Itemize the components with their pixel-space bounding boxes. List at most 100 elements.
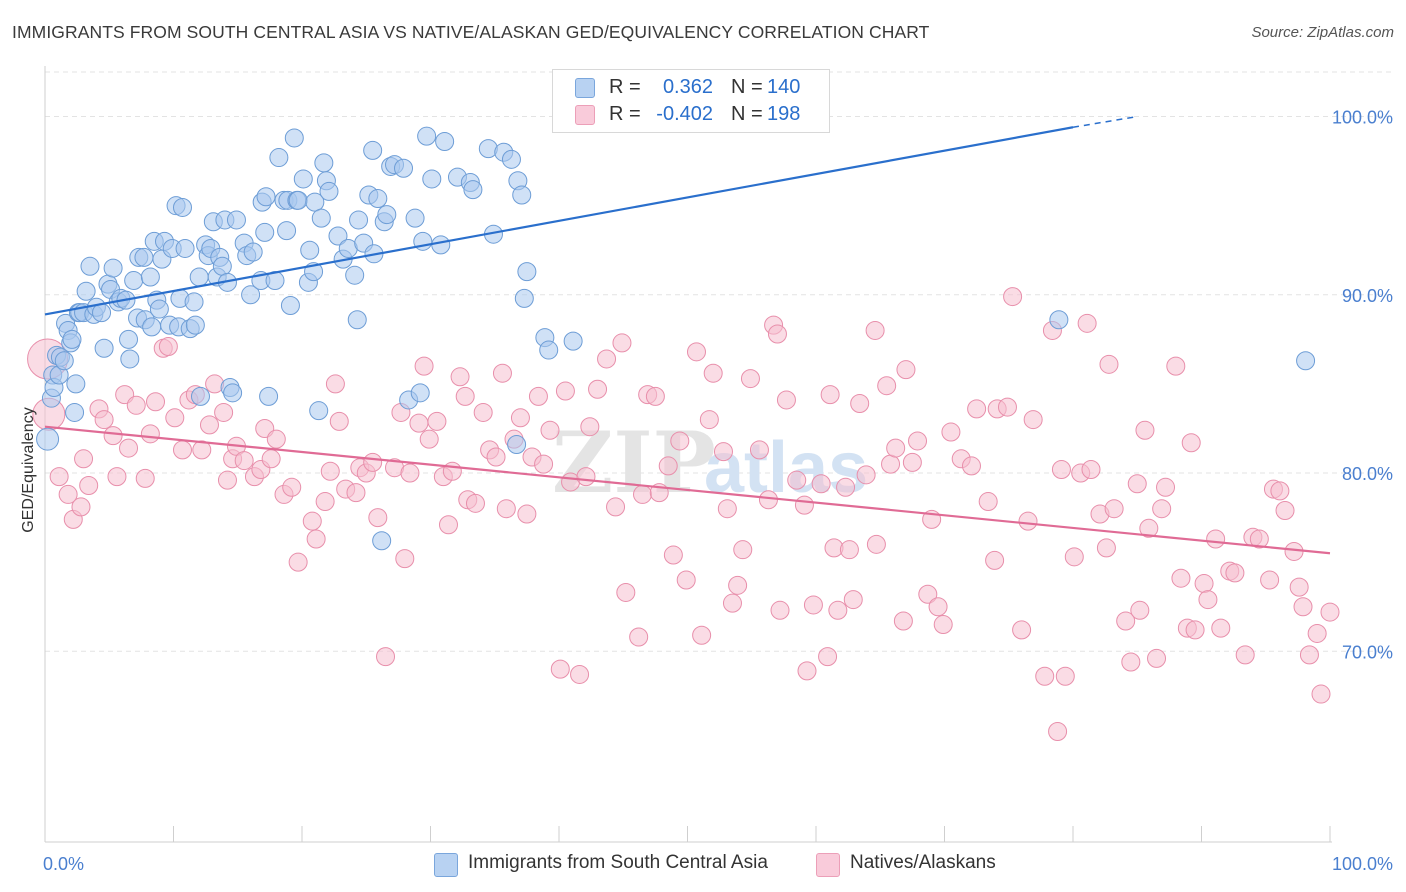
- natives-point: [442, 461, 462, 481]
- natives-point: [1077, 313, 1097, 333]
- immigrants-point: [349, 210, 369, 230]
- y-tick-label: 100.0%: [1332, 108, 1393, 128]
- natives-point: [427, 411, 447, 431]
- natives-point: [71, 497, 91, 517]
- natives-point: [1121, 652, 1141, 672]
- immigrants-point: [501, 149, 521, 169]
- immigrants-point: [172, 197, 192, 217]
- natives-point: [1048, 721, 1068, 741]
- immigrants-point: [284, 128, 304, 148]
- natives-point: [570, 664, 590, 684]
- series-legend: Immigrants from South Central Asia Nativ…: [0, 852, 1406, 878]
- immigrants-point: [372, 531, 392, 551]
- immigrants-point: [226, 210, 246, 230]
- immigrants-point: [435, 132, 455, 152]
- natives-point: [540, 420, 560, 440]
- natives-point: [886, 438, 906, 458]
- natives-point: [828, 600, 848, 620]
- natives-point: [692, 625, 712, 645]
- natives-point: [941, 422, 961, 442]
- legend-r-value: 0.362: [662, 76, 713, 98]
- natives-point: [1194, 574, 1214, 594]
- legend-swatch-immigrants: [575, 78, 595, 98]
- natives-point: [997, 397, 1017, 417]
- natives-point: [877, 376, 897, 396]
- natives-point: [510, 408, 530, 428]
- x-tick-label: 0.0%: [43, 854, 84, 874]
- natives-point: [1035, 666, 1055, 686]
- natives-point: [1147, 648, 1167, 668]
- immigrants-point: [256, 187, 276, 207]
- natives-point: [496, 499, 516, 519]
- immigrants-point: [119, 329, 139, 349]
- immigrants-point: [377, 205, 397, 225]
- immigrants-point: [277, 221, 297, 241]
- natives-point: [217, 470, 237, 490]
- correlation-legend: R = 0.362 N = 140 R = -0.402 N = 198: [552, 69, 830, 133]
- natives-point: [1275, 500, 1295, 520]
- natives-point: [1064, 547, 1084, 567]
- natives-point: [261, 449, 281, 469]
- natives-point: [465, 493, 485, 513]
- natives-point: [192, 440, 212, 460]
- natives-point: [329, 411, 349, 431]
- immigrants-point: [259, 386, 279, 406]
- immigrants-point: [243, 242, 263, 262]
- immigrants-point: [463, 180, 483, 200]
- legend-n-label: N =: [731, 76, 763, 98]
- natives-point: [717, 499, 737, 519]
- legend-swatch-immigrants: [434, 853, 458, 877]
- natives-point: [967, 399, 987, 419]
- natives-point: [588, 379, 608, 399]
- natives-point: [881, 454, 901, 474]
- natives-point: [199, 415, 219, 435]
- natives-point: [234, 451, 254, 471]
- immigrants-point: [422, 169, 442, 189]
- natives-point: [172, 440, 192, 460]
- natives-point: [767, 324, 787, 344]
- immigrants-point: [269, 148, 289, 168]
- natives-point: [135, 468, 155, 488]
- natives-point: [676, 570, 696, 590]
- immigrants-point: [368, 189, 388, 209]
- natives-point: [1284, 541, 1304, 561]
- immigrants-point: [134, 247, 154, 267]
- natives-point: [1289, 577, 1309, 597]
- immigrants-point: [185, 315, 205, 335]
- natives-point: [576, 467, 596, 487]
- natives-point: [580, 417, 600, 437]
- natives-point: [302, 511, 322, 531]
- legend-label-natives: Natives/Alaskans: [850, 852, 996, 873]
- natives-point: [866, 534, 886, 554]
- natives-point: [1099, 354, 1119, 374]
- tick-labels: 70.0% 80.0% 90.0% 100.0% 0.0% 100.0%: [43, 108, 1393, 874]
- natives-point: [856, 465, 876, 485]
- immigrants-point: [80, 256, 100, 276]
- natives-point: [1023, 410, 1043, 430]
- immigrants-point: [563, 331, 583, 351]
- immigrants-point: [478, 139, 498, 159]
- natives-point: [140, 424, 160, 444]
- natives-point: [794, 495, 814, 515]
- natives-point: [1018, 511, 1038, 531]
- immigrants-point: [1296, 351, 1316, 371]
- immigrants-point: [305, 192, 325, 212]
- immigrants-point: [65, 402, 85, 422]
- legend-r-label: R =: [609, 76, 641, 98]
- natives-point: [79, 476, 99, 496]
- immigrants-point: [410, 383, 430, 403]
- natives-point: [1198, 590, 1218, 610]
- immigrants-point: [255, 222, 275, 242]
- natives-point: [1003, 287, 1023, 307]
- natives-point: [1130, 600, 1150, 620]
- natives-point: [1171, 568, 1191, 588]
- natives-point: [1181, 433, 1201, 453]
- natives-point: [1156, 477, 1176, 497]
- natives-point: [376, 647, 396, 667]
- natives-point: [1096, 538, 1116, 558]
- natives-point: [961, 456, 981, 476]
- natives-point: [1206, 529, 1226, 549]
- natives-point: [492, 363, 512, 383]
- natives-point: [1320, 602, 1340, 622]
